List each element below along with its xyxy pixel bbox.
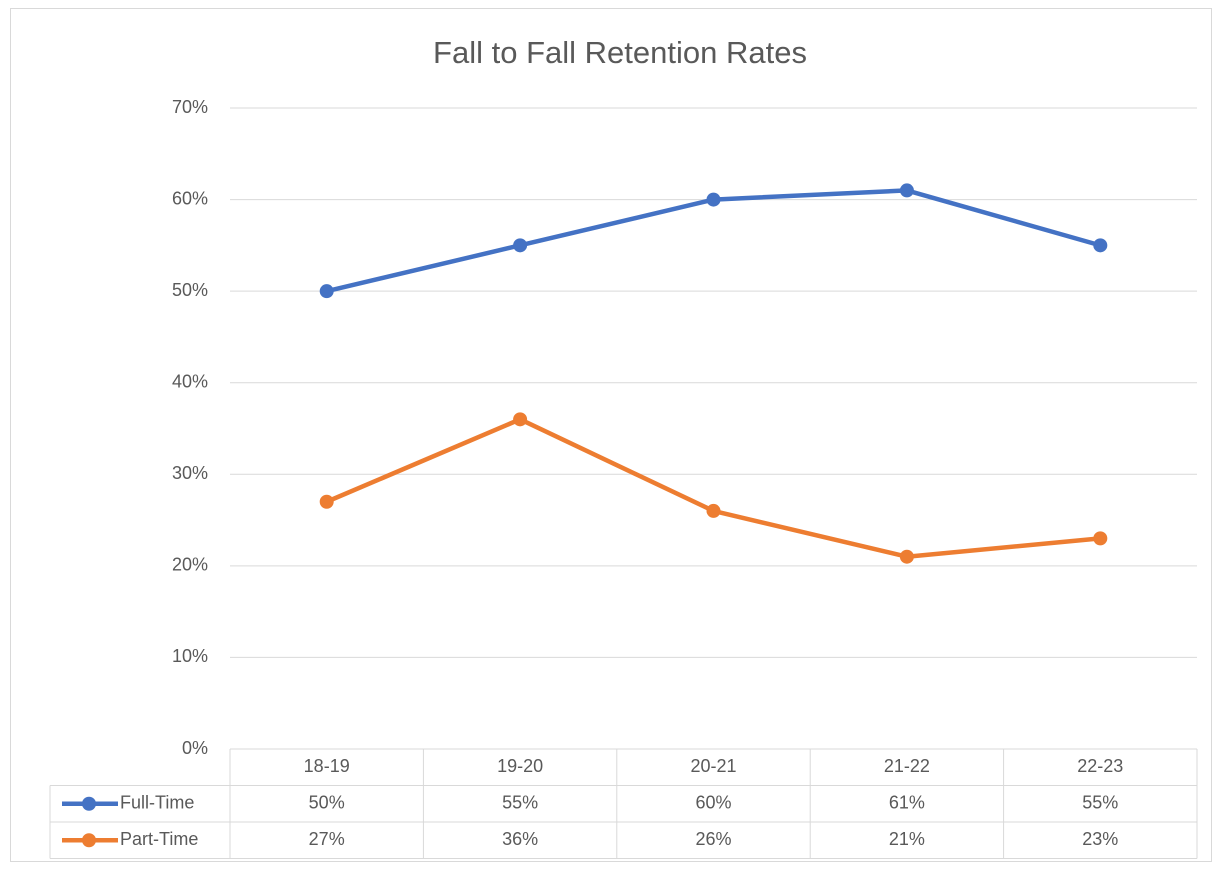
table-value: 61% (889, 793, 925, 813)
marker (899, 549, 914, 564)
table-value: 55% (502, 793, 538, 813)
legend-label: Full-Time (120, 793, 194, 813)
x-tick-label: 18-19 (304, 756, 350, 776)
table-value: 27% (309, 829, 345, 849)
marker (513, 238, 528, 253)
y-tick-label: 0% (182, 738, 208, 758)
marker (319, 494, 334, 509)
chart-title: Fall to Fall Retention Rates (433, 35, 807, 70)
table-value: 60% (695, 793, 731, 813)
x-tick-label: 19-20 (497, 756, 543, 776)
table-value: 36% (502, 829, 538, 849)
table-value: 26% (695, 829, 731, 849)
marker (899, 183, 914, 198)
table-value: 50% (309, 793, 345, 813)
y-tick-label: 60% (172, 188, 208, 208)
marker (706, 192, 721, 207)
x-tick-label: 22-23 (1077, 756, 1123, 776)
x-tick-label: 20-21 (690, 756, 736, 776)
legend-key-marker (82, 796, 96, 811)
marker (513, 412, 528, 427)
marker (319, 284, 334, 299)
y-tick-label: 40% (172, 371, 208, 391)
table-value: 23% (1082, 829, 1118, 849)
marker (706, 503, 721, 518)
chart-border (10, 8, 1212, 862)
y-tick-label: 50% (172, 280, 208, 300)
x-tick-label: 21-22 (884, 756, 930, 776)
legend-key-marker (82, 833, 96, 848)
legend-label: Part-Time (120, 829, 198, 849)
y-tick-label: 30% (172, 463, 208, 483)
y-tick-label: 70% (172, 97, 208, 117)
marker (1093, 238, 1108, 253)
y-tick-label: 20% (172, 555, 208, 575)
table-value: 21% (889, 829, 925, 849)
marker (1093, 531, 1108, 546)
table-value: 55% (1082, 793, 1118, 813)
y-tick-label: 10% (172, 646, 208, 666)
